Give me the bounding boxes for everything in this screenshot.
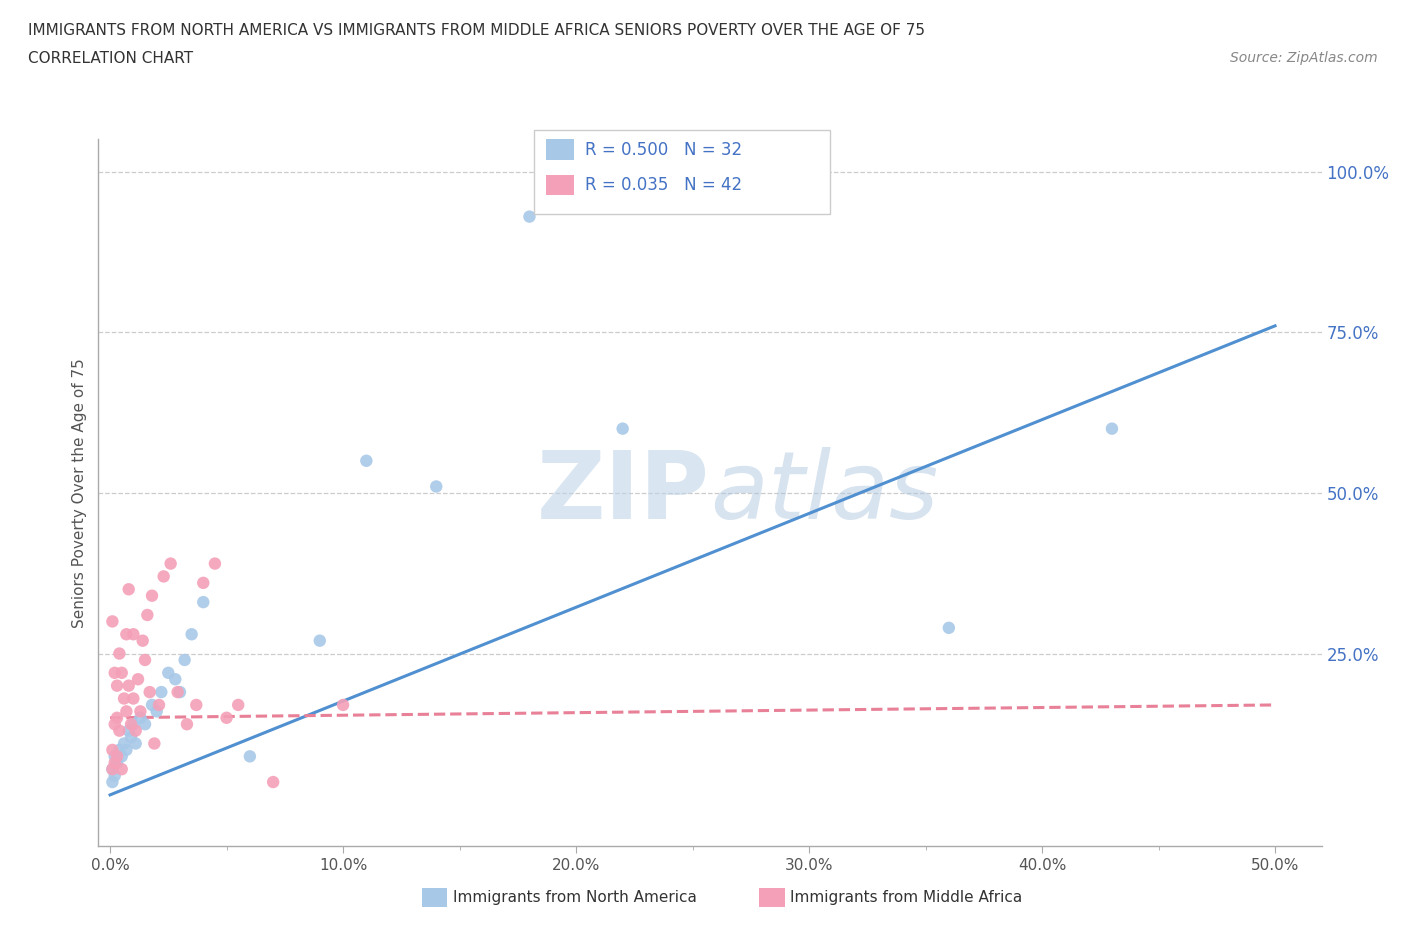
Point [120,717,142,732]
Point [104,665,127,680]
Text: ZIP: ZIP [537,447,710,538]
Point [125,724,148,738]
Point [108,724,131,738]
Point [152,569,174,584]
Point [105,711,128,725]
Point [129,704,152,719]
Point [101,775,124,790]
Point [108,742,131,757]
Point [136,607,159,622]
Point [143,736,166,751]
Point [120,730,142,745]
Point [239,749,262,764]
Point [104,749,127,764]
Point [226,698,249,712]
Point [141,698,163,712]
Point [101,762,124,777]
Point [519,209,541,224]
Point [938,620,960,635]
Point [125,736,148,751]
Point [148,698,170,712]
Point [108,646,131,661]
Point [215,711,238,725]
Point [166,684,188,699]
Point [332,698,354,712]
Point [101,614,124,629]
Point [115,627,138,642]
Point [262,775,284,790]
Point [111,665,134,680]
Point [118,582,141,597]
Point [111,749,134,764]
Point [111,762,134,777]
Point [612,421,634,436]
Point [104,717,127,732]
Point [105,749,128,764]
Point [101,762,124,777]
Point [122,627,145,642]
Text: R = 0.500   N = 32: R = 0.500 N = 32 [585,140,742,159]
Point [105,755,128,770]
Point [193,594,215,609]
Point [308,633,330,648]
Point [1101,421,1123,436]
Point [122,717,145,732]
Point [180,627,202,642]
Point [159,556,181,571]
Point [112,691,135,706]
Point [118,678,141,693]
Point [122,691,145,706]
Point [129,711,152,725]
Point [150,684,173,699]
Point [186,698,208,712]
Point [134,653,156,668]
Point [145,704,167,719]
Point [101,742,124,757]
Text: R = 0.035   N = 42: R = 0.035 N = 42 [585,176,742,194]
Point [157,665,180,680]
Point [138,684,160,699]
Point [425,479,447,494]
Point [193,576,215,591]
Point [127,671,149,686]
Text: Source: ZipAtlas.com: Source: ZipAtlas.com [1230,51,1378,65]
Point [105,678,128,693]
Point [176,717,198,732]
Point [115,742,138,757]
Point [131,633,153,648]
Text: CORRELATION CHART: CORRELATION CHART [28,51,193,66]
Point [112,736,135,751]
Point [104,755,127,770]
Point [104,768,127,783]
Point [115,704,138,719]
Text: atlas: atlas [710,447,938,538]
Point [204,556,226,571]
Text: IMMIGRANTS FROM NORTH AMERICA VS IMMIGRANTS FROM MIDDLE AFRICA SENIORS POVERTY O: IMMIGRANTS FROM NORTH AMERICA VS IMMIGRA… [28,23,925,38]
Text: Immigrants from Middle Africa: Immigrants from Middle Africa [790,890,1022,905]
Text: Immigrants from North America: Immigrants from North America [453,890,696,905]
Point [356,453,378,468]
Point [173,653,195,668]
Point [118,724,141,738]
Point [141,589,163,604]
Point [165,671,187,686]
Point [169,684,191,699]
Point [134,717,156,732]
Y-axis label: Seniors Poverty Over the Age of 75: Seniors Poverty Over the Age of 75 [72,358,87,628]
